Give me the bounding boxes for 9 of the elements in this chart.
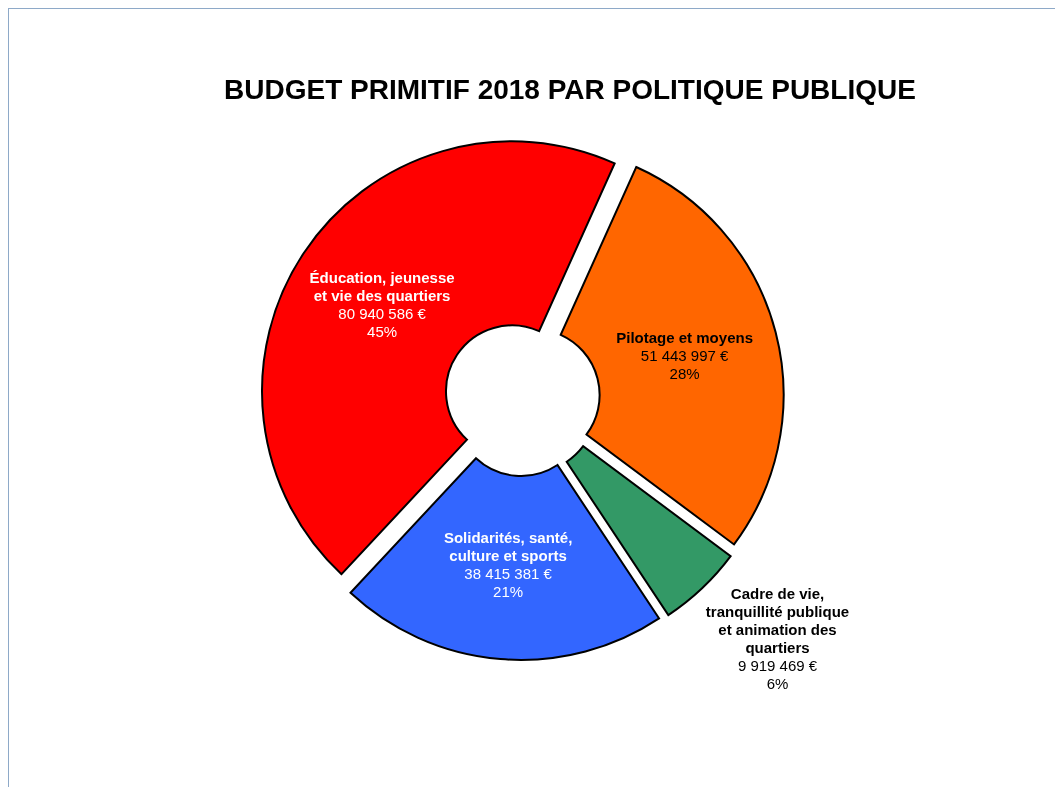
data-label: 38 415 381 € 21% [464, 565, 553, 601]
data-label: 51 443 997 € 28% [640, 346, 730, 382]
slice-label: Solidarités, santé, culture et sports [443, 529, 573, 565]
slice-label: Pilotage et moyens [616, 328, 753, 346]
data-label: 9 919 469 € 6% [737, 657, 818, 693]
slice-label: Éducation, jeunesse et vie des quartiers [309, 268, 455, 304]
data-label: 80 940 586 € 45% [338, 304, 427, 340]
chart-title: BUDGET PRIMITIF 2018 PAR POLITIQUE PUBLIQUE [224, 74, 916, 105]
slice-label: Cadre de vie, tranquillité publique et animation des quartiers [705, 585, 850, 657]
